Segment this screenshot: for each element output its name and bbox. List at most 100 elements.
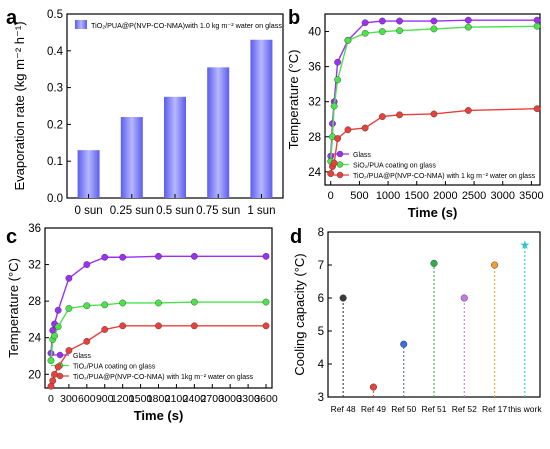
x-tick-label: 0.25 sun: [110, 205, 154, 217]
data-point: [378, 113, 386, 121]
legend-label: TiO₂/PUA coating on glass: [73, 364, 156, 371]
panel-b-axes-frame: [324, 13, 541, 186]
data-point: [430, 110, 438, 118]
data-point: [464, 16, 472, 24]
y-tick-label: 24: [308, 167, 321, 179]
legend-label: SiO₂/PUA coating on glass: [353, 163, 436, 170]
legend-marker: [336, 161, 344, 168]
data-point: [190, 298, 198, 306]
data-point: [54, 306, 62, 314]
x-tick-label: 3500: [519, 190, 543, 202]
y-tick-label: 0.4: [47, 46, 64, 58]
data-point: [533, 105, 541, 113]
x-tick-label: 3000: [219, 393, 243, 405]
y-tick-label: 0.0: [47, 193, 63, 205]
x-tick-label: 2500: [462, 190, 486, 202]
data-point: [334, 58, 342, 66]
data-point: [54, 363, 62, 371]
y-axis-label: Temperature (°C): [286, 50, 301, 150]
y-tick-label: 28: [308, 132, 321, 144]
x-tick-label: Ref 17: [482, 404, 507, 414]
y-tick-label: 6: [318, 293, 324, 305]
y-tick-label: 8: [318, 227, 324, 239]
data-point: [119, 322, 127, 330]
x-tick-label: 3300: [236, 393, 260, 405]
data-point: [101, 301, 109, 309]
data-point: [396, 27, 403, 35]
y-tick-label: 0.5: [47, 9, 63, 21]
y-tick-label: 36: [28, 223, 41, 235]
data-point: [396, 17, 403, 25]
data-point: [464, 23, 472, 31]
data-point: [491, 261, 499, 269]
x-axis-label: Time (s): [134, 408, 184, 423]
x-tick-label: this work: [508, 404, 542, 414]
x-tick-label: 500: [350, 190, 368, 202]
data-point: [334, 135, 342, 142]
x-tick-label: 0: [48, 393, 54, 405]
data-point: [262, 298, 270, 306]
x-tick-label: Ref 48: [331, 404, 356, 414]
x-tick-label: 1800: [147, 393, 171, 405]
data-point: [155, 322, 162, 330]
panel-c-line-chart: 0 300 600 900120015001800210024002700300033…: [6, 223, 278, 423]
legend-marker: [56, 372, 64, 380]
data-point: [155, 299, 162, 307]
data-point: [47, 357, 55, 364]
data-point: [344, 36, 352, 44]
y-axis-label: Evaporation rate (kg m⁻² h⁻¹): [12, 21, 27, 190]
data-point: [262, 252, 270, 260]
x-tick-label: 1500: [129, 393, 153, 405]
data-point: [190, 322, 198, 330]
y-tick-label: 0.1: [47, 156, 63, 168]
x-tick-label: 2400: [183, 393, 207, 405]
data-point: [361, 124, 369, 132]
legend-marker: [336, 171, 344, 179]
x-tick-label: 0.75 sun: [196, 205, 240, 217]
x-tick-label: 2700: [201, 393, 225, 405]
data-point: [361, 29, 369, 37]
y-tick-label: 3: [318, 392, 324, 404]
data-point: [54, 323, 62, 331]
x-tick-label: 1500: [404, 190, 428, 202]
data-point: [327, 170, 335, 178]
x-tick-label: 1 sun: [247, 205, 275, 217]
data-point: [262, 322, 270, 330]
legend-label: TiO₂/PUA@P(NVP-CO-NMA) with 1kg m⁻² wate…: [73, 374, 254, 381]
data-point: [155, 252, 162, 260]
data-point: [361, 19, 369, 27]
x-tick-label: 3600: [254, 393, 278, 405]
x-tick-label: 0.5 sun: [156, 205, 194, 217]
legend-marker: [336, 150, 344, 158]
legend-label: TiO₂/PUA@P(NVP-CO-NMA)with 1.0 kg m⁻² wa…: [91, 21, 282, 30]
data-point: [330, 159, 338, 167]
x-tick-label: 2000: [433, 190, 457, 202]
legend-label: TiO₂/PUA@P(NVP-CO-NMA) with 1 kg m⁻² wat…: [353, 173, 536, 180]
data-point: [430, 25, 438, 33]
data-point: [101, 326, 109, 333]
y-tick-label: 28: [28, 296, 41, 308]
bar: [120, 117, 143, 198]
data-point: [101, 253, 109, 261]
bar: [164, 96, 186, 198]
panel-label-c: c: [6, 226, 17, 248]
series-line-1: [50, 301, 267, 361]
x-tick-label: 300: [60, 393, 78, 405]
data-point: [339, 294, 347, 302]
y-tick-label: 32: [28, 260, 41, 272]
data-point: [51, 332, 58, 340]
data-point: [460, 294, 468, 302]
panel-label-a: a: [6, 7, 18, 29]
x-tick-label: Ref 50: [391, 404, 416, 414]
series-line-1: [330, 25, 538, 162]
data-point: [334, 76, 342, 84]
x-tick-label: Ref 49: [361, 404, 386, 414]
data-point: [65, 347, 73, 354]
panel-label-b: b: [288, 7, 300, 29]
y-tick-label: 7: [318, 260, 324, 272]
plots: 0.0 0.1 0.2 0.3 0.4 0.5 0 sun 0.25 sun 0.5 sun 0.…: [6, 9, 544, 423]
y-axis-label: Cooling capacity (°C): [292, 253, 307, 375]
legend-marker: [56, 351, 64, 359]
panel-label-d: d: [290, 226, 302, 248]
y-tick-label: 0.2: [47, 119, 63, 131]
